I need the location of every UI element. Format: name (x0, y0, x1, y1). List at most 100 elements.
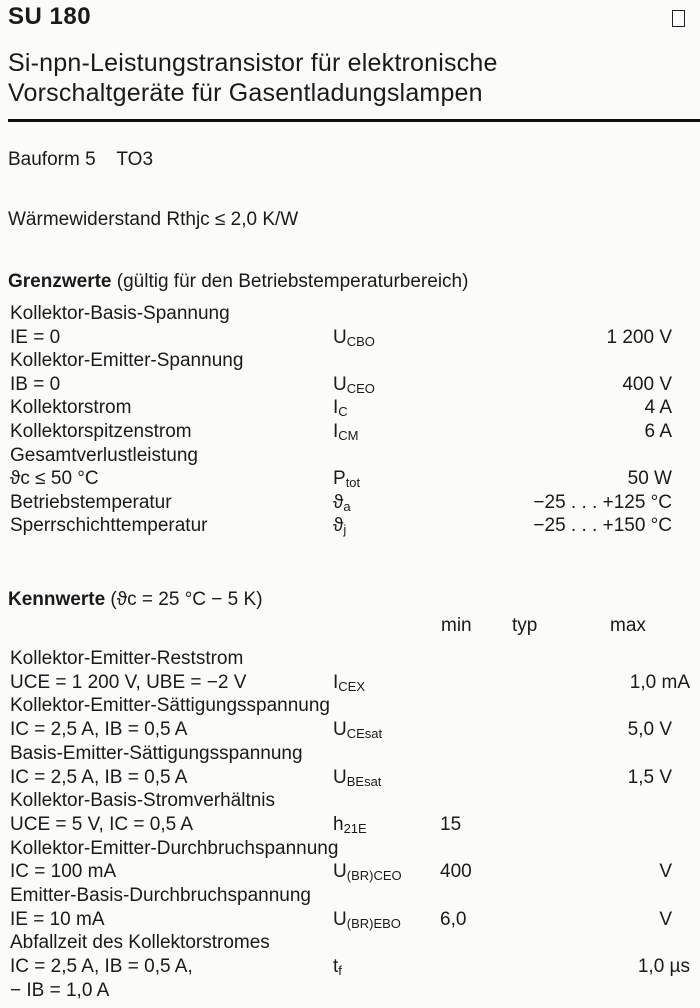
table-row: Gesamtverlustleistung (0, 444, 700, 468)
symbol-subscript: CEX (338, 678, 366, 694)
row-value: 1,0 µs (637, 956, 690, 978)
row-symbol: U(BR)EBO (333, 908, 401, 936)
limits-heading-bold: Grenzwerte (8, 271, 112, 292)
row-symbol: UCEsat (333, 718, 382, 746)
row-label: IC = 100 mA (10, 861, 117, 883)
row-symbol: ϑj (333, 514, 346, 542)
checkbox[interactable] (672, 10, 685, 27)
row-value: V (659, 861, 672, 883)
symbol-subscript: 21E (343, 820, 367, 836)
symbol-main: U (333, 861, 347, 883)
row-value: V (659, 908, 672, 930)
title-line-2: Vorschaltgeräte für Gasentladungslampen (8, 79, 483, 107)
limits-heading-note: (gültig für den Betriebstemperaturbereic… (111, 271, 469, 292)
row-label: IC = 2,5 A, IB = 0,5 A (10, 766, 188, 788)
row-value: 1 200 V (606, 326, 673, 348)
row-value: 6 A (644, 421, 672, 442)
symbol-main: U (333, 326, 347, 348)
table-row: IC = 2,5 A, IB = 0,5 A, tf 1,0 µs (0, 955, 700, 979)
characteristics-heading-note: (ϑc = 25 °C − 5 K) (105, 589, 263, 610)
table-row: UCE = 5 V, IC = 0,5 A h21E 15 (0, 813, 700, 837)
table-row: IC = 2,5 A, IB = 0,5 A UBEsat 1,5 V (0, 766, 700, 790)
row-min: 400 (440, 861, 472, 883)
row-label: UCE = 1 200 V, UBE = −2 V (10, 671, 247, 693)
row-label: IC = 2,5 A, IB = 0,5 A, (10, 956, 193, 978)
row-symbol: UBEsat (333, 766, 381, 794)
row-value: −25 . . . +150 °C (533, 515, 672, 537)
row-label: Abfallzeit des Kollektorstromes (10, 932, 270, 954)
table-row: ϑc ≤ 50 °C Ptot 50 W (0, 467, 700, 491)
row-label: Gesamtverlustleistung (10, 444, 198, 466)
row-symbol: Ptot (333, 467, 360, 495)
row-value: 4 A (644, 397, 672, 419)
table-row: Sperrschichttemperatur ϑj −25 . . . +150 °… (0, 514, 700, 538)
symbol-subscript: CEsat (346, 726, 383, 742)
row-label: ϑc ≤ 50 °C (10, 468, 99, 490)
row-min: 15 (440, 813, 462, 835)
column-typ: typ (512, 615, 538, 636)
table-row: Kollektor-Basis-Spannung (0, 302, 700, 326)
symbol-subscript: CM (338, 428, 359, 443)
row-symbol: h21E (333, 813, 367, 841)
characteristics-heading-bold: Kennwerte (8, 589, 106, 610)
table-row: Kollektor-Emitter-Spannung (0, 349, 700, 373)
table-row: Kollektorstrom IC 4 A (0, 396, 700, 420)
symbol-main: ϑ (333, 491, 344, 513)
thermal-resistance: Wärmewiderstand Rthjc ≤ 2,0 K/W (8, 209, 299, 230)
symbol-subscript: f (338, 963, 342, 979)
row-label: Kollektor-Basis-Spannung (10, 303, 230, 324)
symbol-subscript: (BR)EBO (346, 915, 401, 931)
row-value: 50 W (627, 468, 672, 490)
row-symbol: U(BR)CEO (333, 860, 402, 888)
row-label: Sperrschichttemperatur (10, 515, 208, 537)
limits-heading: Grenzwerte (gültig für den Betriebstempe… (8, 271, 468, 293)
symbol-main: ϑ (333, 515, 344, 537)
row-symbol: ICM (333, 420, 359, 448)
row-value: 1,0 mA (629, 671, 690, 693)
row-label: Basis-Emitter-Sättigungsspannung (10, 742, 303, 764)
table-row: IB = 0 UCEO 400 V (0, 373, 700, 397)
row-label: IB = 0 (10, 373, 61, 395)
symbol-subscript: CBO (346, 333, 375, 349)
row-label: Emitter-Basis-Durchbruchspannung (10, 885, 311, 906)
table-row: UCE = 1 200 V, UBE = −2 V ICEX 1,0 mA (0, 671, 700, 695)
package-info: Bauform 5 TO3 (8, 149, 154, 170)
row-min: 6,0 (440, 908, 467, 930)
symbol-main: U (333, 719, 347, 741)
symbol-main: h (333, 813, 344, 835)
symbol-subscript: tot (345, 475, 361, 491)
row-label: IC = 2,5 A, IB = 0,5 A (10, 719, 188, 741)
table-row: Kollektor-Basis-Stromverhältnis (0, 789, 700, 813)
row-label: − IB = 1,0 A (10, 979, 110, 1001)
table-row: IC = 2,5 A, IB = 0,5 A UCEsat 5,0 V (0, 718, 700, 742)
symbol-main: P (333, 468, 346, 490)
symbol-main: I (333, 397, 339, 419)
table-row: − IB = 1,0 A (0, 979, 700, 1003)
symbol-subscript: j (343, 522, 347, 538)
table-row: Basis-Emitter-Sättigungsspannung (0, 742, 700, 766)
row-symbol: IC (333, 396, 348, 424)
column-max: max (610, 615, 646, 636)
symbol-main: U (333, 908, 347, 930)
symbol-subscript: CEO (346, 380, 375, 396)
symbol-subscript: (BR)CEO (346, 868, 402, 884)
row-value: −25 . . . +125 °C (533, 491, 672, 513)
symbol-subscript: C (338, 404, 348, 420)
row-label: Kollektor-Basis-Stromverhältnis (10, 790, 276, 812)
symbol-subscript: BEsat (346, 773, 382, 789)
table-row: Kollektorspitzenstrom ICM 6 A (0, 420, 700, 444)
table-row: IE = 10 mA U(BR)EBO 6,0 V (0, 908, 700, 932)
row-symbol: UCBO (333, 326, 375, 354)
symbol-main: I (333, 671, 339, 693)
part-number: SU 180 (8, 3, 92, 30)
row-label: UCE = 5 V, IC = 0,5 A (10, 813, 194, 835)
row-symbol: UCEO (333, 373, 375, 401)
row-value: 5,0 V (627, 719, 672, 741)
row-label: Kollektor-Emitter-Spannung (10, 350, 244, 372)
row-symbol: tf (333, 955, 342, 983)
row-value: 400 V (622, 373, 672, 395)
row-label: Kollektorstrom (10, 397, 132, 419)
table-row: Kollektor-Emitter-Sättigungsspannung (0, 694, 700, 718)
row-label: Kollektor-Emitter-Reststrom (10, 648, 244, 669)
row-label: Kollektor-Emitter-Durchbruchspannung (10, 837, 339, 859)
